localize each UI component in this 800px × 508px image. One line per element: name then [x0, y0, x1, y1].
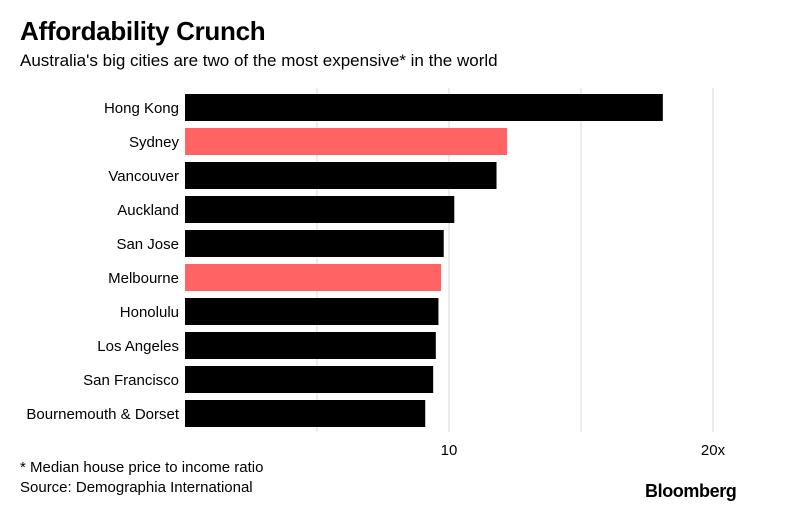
category-label: Melbourne: [108, 270, 179, 287]
category-label: Vancouver: [108, 168, 179, 185]
bars: [185, 94, 663, 427]
footnote: * Median house price to income ratio Sou…: [20, 458, 263, 498]
tick-label: 20x: [701, 442, 726, 459]
bar-melbourne: [185, 264, 442, 291]
category-label: Bournemouth & Dorset: [26, 406, 179, 423]
bar-bournemouth-dorset: [185, 400, 426, 427]
bar-san-jose: [185, 230, 444, 257]
bloomberg-logo: Bloomberg: [645, 481, 737, 501]
bar-honolulu: [185, 298, 439, 325]
bar-vancouver: [185, 162, 497, 189]
footnote-note: * Median house price to income ratio: [20, 459, 264, 476]
category-label: Auckland: [117, 202, 179, 219]
bar-san-francisco: [185, 366, 434, 393]
chart-title: Affordability Crunch: [20, 16, 266, 46]
category-label: San Jose: [116, 236, 179, 253]
tick-label: 10: [441, 442, 458, 459]
bar-hong-kong: [185, 94, 663, 121]
bar-auckland: [185, 196, 455, 223]
category-label: Sydney: [129, 134, 180, 151]
category-label: Honolulu: [120, 304, 179, 321]
footnote-source: Source: Demographia International: [20, 479, 253, 496]
category-label: Los Angeles: [97, 338, 179, 355]
chart-subtitle: Australia's big cities are two of the mo…: [20, 51, 498, 70]
category-label: San Francisco: [83, 372, 179, 389]
x-axis-ticks: 10 20x: [441, 442, 726, 459]
bar-sydney: [185, 128, 508, 155]
category-label: Hong Kong: [104, 100, 179, 117]
bar-los-angeles: [185, 332, 436, 359]
category-labels: Hong Kong Sydney Vancouver Auckland San Jose…: [26, 100, 179, 423]
